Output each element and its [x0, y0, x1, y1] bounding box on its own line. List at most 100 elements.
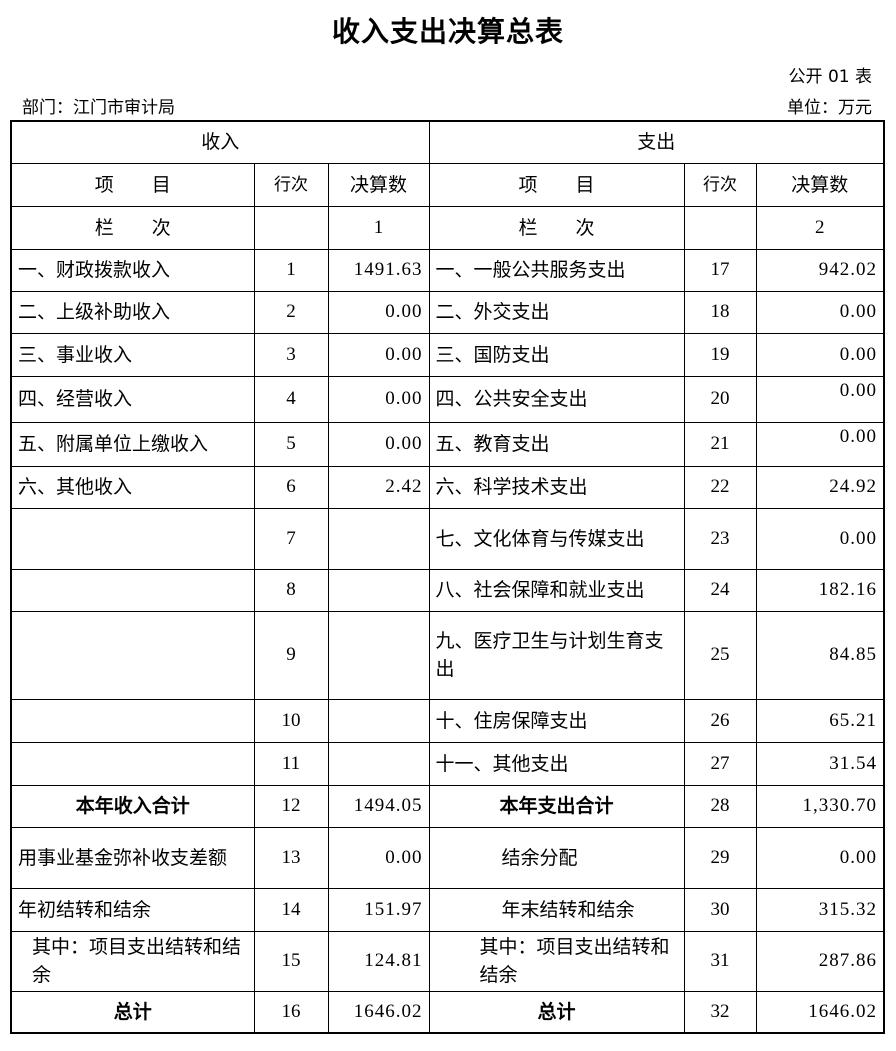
table-row: 年初结转和结余 14 151.97 年末结转和结余 30 315.32	[10, 887, 885, 932]
table-row: 用事业基金弥补收支差额 13 0.00 结余分配 29 0.00	[10, 826, 885, 889]
column-row: 项 目行次 决算数项 目行次 决算数	[10, 162, 885, 207]
table-row: 其中：项目支出结转和结余 15 124.81 其中：项目支出结转和结余 31 287.86	[10, 930, 885, 992]
table-cell: 0.00	[327, 375, 430, 423]
table-cell	[327, 610, 430, 700]
table-cell: 九、医疗卫生与计划生育支出	[428, 610, 685, 700]
table-cell: 151.97	[327, 887, 430, 932]
table-cell: 1646.02	[327, 990, 430, 1034]
table-cell: 年末结转和结余	[428, 887, 685, 932]
table-cell: 942.02	[755, 248, 885, 292]
table-cell: 0.00	[755, 290, 885, 334]
table-cell: 二、上级补助收入	[10, 290, 255, 334]
table-row: 二、上级补助收入 2 0.00 二、外交支出 18 0.00	[10, 290, 885, 334]
table-cell	[327, 507, 430, 570]
column-header: 决算数	[755, 162, 885, 207]
table-cell: 2	[755, 205, 885, 250]
table-cell: 182.16	[755, 568, 885, 612]
table-cell: 四、经营收入	[10, 375, 255, 423]
table-cell: 315.32	[755, 887, 885, 932]
table-cell	[327, 741, 430, 786]
table-cell: 1491.63	[327, 248, 430, 292]
table-cell: 287.86	[755, 930, 885, 992]
table-cell: 其中：项目支出结转和结余	[428, 930, 685, 992]
table-cell	[683, 205, 757, 250]
table-cell: 一、一般公共服务支出	[428, 248, 685, 292]
table-cell: 年初结转和结余	[10, 887, 255, 932]
table-cell: 0.00	[755, 332, 885, 377]
table-cell: 15	[253, 930, 329, 992]
table-cell: 1	[327, 205, 430, 250]
table-row: 一、财政拨款收入 1 1491.63 一、一般公共服务支出 17 942.02	[10, 248, 885, 292]
form-number: 公开 01 表	[788, 67, 872, 87]
section-header: 收入	[10, 120, 430, 164]
table-row: 五、附属单位上缴收入 5 0.00 五、教育支出 21 0.00	[10, 421, 885, 467]
table-cell: 七、文化体育与传媒支出	[428, 507, 685, 570]
table-cell: 本年收入合计	[10, 784, 255, 828]
table-cell: 0.00	[755, 375, 885, 423]
table-cell: 三、事业收入	[10, 332, 255, 377]
table-cell: 一、财政拨款收入	[10, 248, 255, 292]
table-cell: 0.00	[755, 507, 885, 570]
table-cell: 14	[253, 887, 329, 932]
table-cell: 23	[683, 507, 757, 570]
table-cell: 总计	[428, 990, 685, 1034]
table-row: 11 十一、其他支出 27 31.54	[10, 741, 885, 786]
table-cell: 31.54	[755, 741, 885, 786]
table-row: 10 十、住房保障支出 26 65.21	[10, 698, 885, 743]
table-cell: 11	[253, 741, 329, 786]
table-cell: 10	[253, 698, 329, 743]
title: 收入支出决算总表	[331, 15, 564, 48]
table-cell: 8	[253, 568, 329, 612]
table-cell: 20	[683, 375, 757, 423]
department: 部门：江门市审计局	[22, 98, 175, 118]
table-cell: 12	[253, 784, 329, 828]
table-cell: 13	[253, 826, 329, 889]
table-cell: 29	[683, 826, 757, 889]
table-cell: 本年支出合计	[428, 784, 685, 828]
table-cell	[10, 698, 255, 743]
table-cell: 0.00	[327, 290, 430, 334]
section-row: 收入 支出	[10, 120, 885, 164]
table-cell: 1,330.70	[755, 784, 885, 828]
table-cell: 5	[253, 421, 329, 467]
table-cell: 0.00	[755, 826, 885, 889]
table-cell: 五、教育支出	[428, 421, 685, 467]
column-header: 决算数	[327, 162, 430, 207]
table-cell: 十一、其他支出	[428, 741, 685, 786]
table-cell: 24.92	[755, 465, 885, 509]
table-cell: 三、国防支出	[428, 332, 685, 377]
table-cell: 十、住房保障支出	[428, 698, 685, 743]
table-cell: 0.00	[755, 421, 885, 467]
table-cell: 6	[253, 465, 329, 509]
table-cell: 7	[253, 507, 329, 570]
column-header: 行次	[253, 162, 329, 207]
table-cell	[327, 568, 430, 612]
table-cell: 3	[253, 332, 329, 377]
table-cell: 2	[253, 290, 329, 334]
table-cell: 31	[683, 930, 757, 992]
table-cell: 18	[683, 290, 757, 334]
table-cell: 16	[253, 990, 329, 1034]
table-cell: 22	[683, 465, 757, 509]
table-row: 六、其他收入 6 2.42 六、科学技术支出 22 24.92	[10, 465, 885, 509]
table-cell	[10, 507, 255, 570]
table-row: 9 九、医疗卫生与计划生育支出 25 84.85	[10, 610, 885, 700]
table-cell: 26	[683, 698, 757, 743]
table-cell: 28	[683, 784, 757, 828]
table-cell: 六、其他收入	[10, 465, 255, 509]
table-cell: 84.85	[755, 610, 885, 700]
column-header: 项 目	[428, 162, 685, 207]
table-cell: 65.21	[755, 698, 885, 743]
table-cell	[10, 568, 255, 612]
table-cell: 25	[683, 610, 757, 700]
table-cell	[10, 741, 255, 786]
table-cell: 二、外交支出	[428, 290, 685, 334]
table-cell: 0.00	[327, 826, 430, 889]
table-cell: 0.00	[327, 421, 430, 467]
table-row: 8 八、社会保障和就业支出 24 182.16	[10, 568, 885, 612]
table-cell: 1	[253, 248, 329, 292]
table-cell: 结余分配	[428, 826, 685, 889]
table-cell: 0.00	[327, 332, 430, 377]
